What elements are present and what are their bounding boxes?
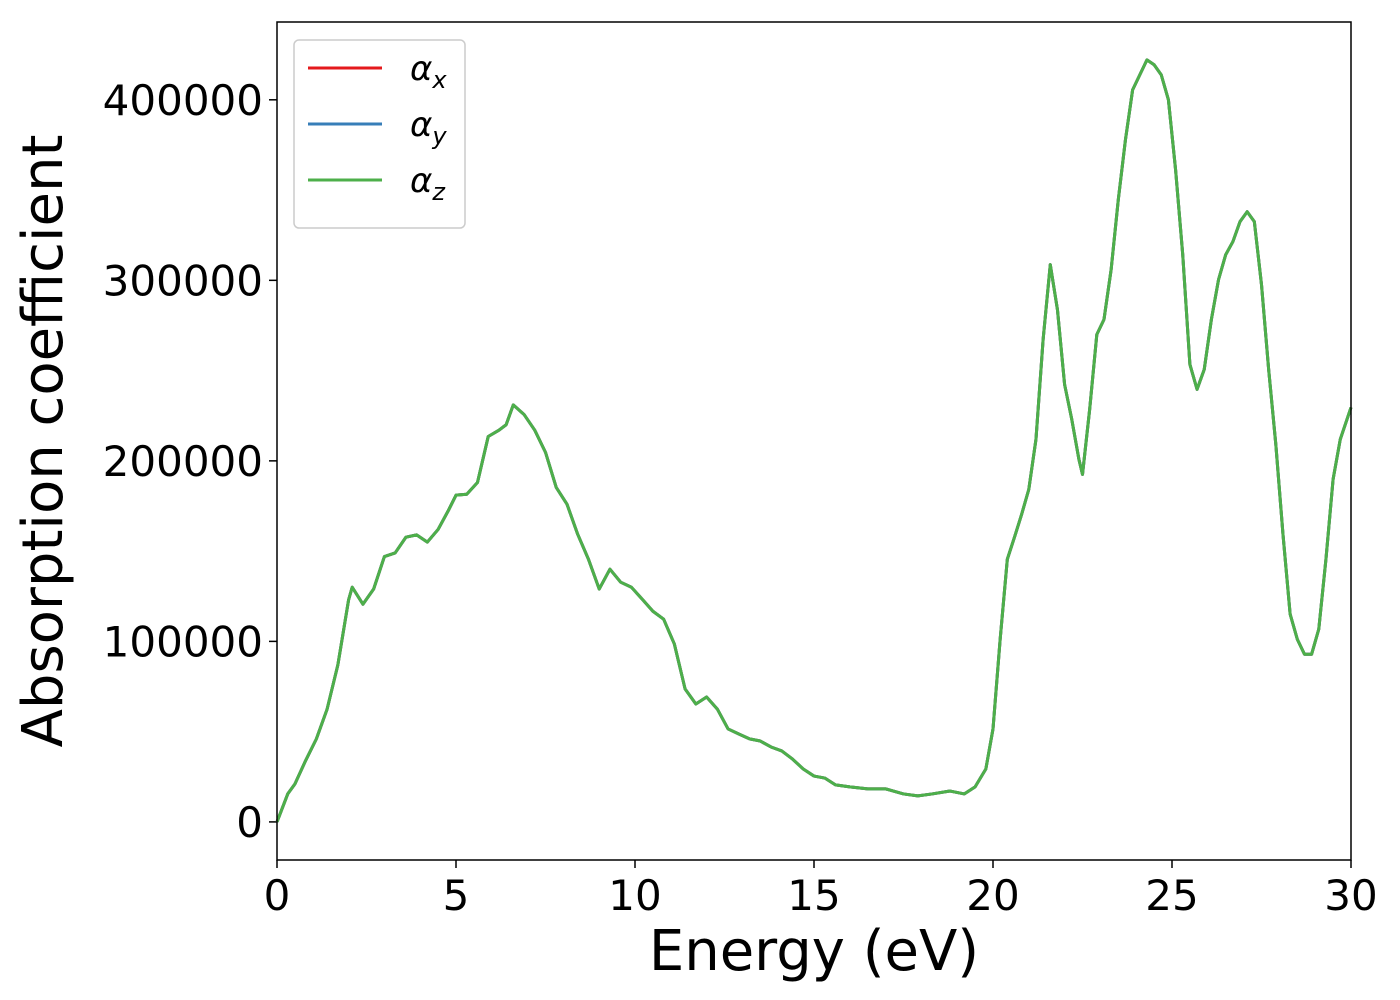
x-tick-label: 30 xyxy=(1324,871,1377,920)
y-tick-label: 0 xyxy=(236,798,263,847)
legend-subscript: z xyxy=(431,178,446,206)
x-tick-label: 15 xyxy=(787,871,840,920)
x-axis-label: Energy (eV) xyxy=(649,919,979,984)
y-axis-label: Absorption coefficient xyxy=(11,135,76,748)
legend-label: αy xyxy=(410,105,447,150)
x-tick-label: 0 xyxy=(264,871,291,920)
x-tick-label: 20 xyxy=(966,871,1019,920)
x-tick-label: 25 xyxy=(1145,871,1198,920)
legend-label: αx xyxy=(410,49,447,94)
legend-subscript: x xyxy=(431,66,447,94)
y-tick-label: 100000 xyxy=(103,617,263,666)
series-line xyxy=(275,58,1353,823)
y-tick-label: 300000 xyxy=(103,256,263,305)
x-tick-label: 5 xyxy=(443,871,470,920)
y-tick-label: 400000 xyxy=(103,76,263,125)
y-tick-label: 200000 xyxy=(103,437,263,486)
legend-subscript: y xyxy=(431,122,447,150)
plot-frame xyxy=(276,21,1352,861)
x-tick-label: 10 xyxy=(608,871,661,920)
